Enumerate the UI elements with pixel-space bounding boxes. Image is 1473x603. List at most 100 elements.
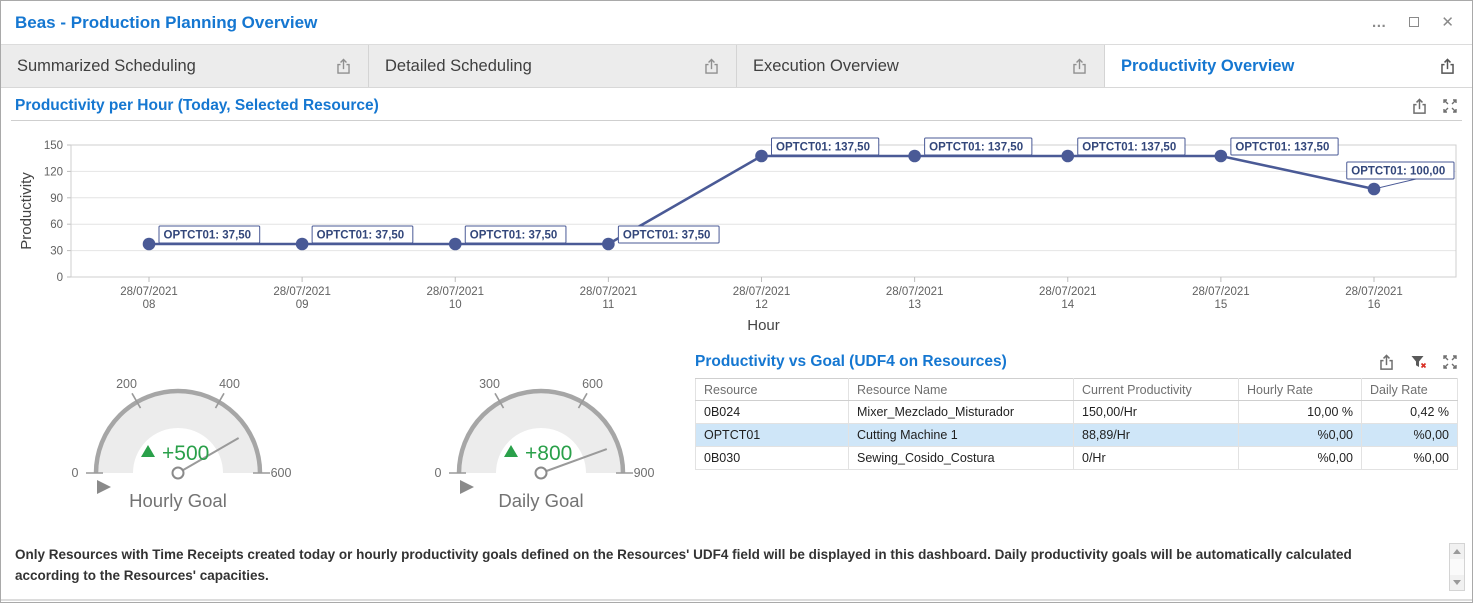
column-header[interactable]: Current Productivity (1073, 378, 1239, 401)
clear-filter-icon[interactable] (1409, 354, 1428, 370)
data-point[interactable] (908, 149, 921, 163)
goal-gauges: 0 200 400 600 +500 Hourly Goal 0 300 600 900 +800 D… (72, 377, 655, 511)
table-cell: Cutting Machine 1 (848, 423, 1074, 447)
data-point[interactable] (1367, 182, 1381, 196)
column-header[interactable]: Hourly Rate (1238, 378, 1362, 401)
export-icon[interactable] (1411, 97, 1428, 115)
export-icon[interactable] (1378, 353, 1395, 371)
delta-up-icon (141, 445, 155, 457)
svg-text:0: 0 (57, 272, 63, 284)
tab-productivity-overview[interactable]: Productivity Overview (1105, 45, 1472, 87)
point-label-box (1346, 161, 1455, 180)
table-row[interactable]: 0B024 Mixer_Mezclado_Misturador 150,00/Hr 1… (695, 400, 1458, 424)
note-scrollbar[interactable] (1449, 543, 1465, 591)
svg-text:90: 90 (50, 193, 63, 205)
gauge-arc (456, 388, 626, 474)
point-label: OPTCT01: 37,50 (470, 230, 558, 242)
svg-text:10: 10 (449, 299, 462, 311)
data-point[interactable] (448, 237, 462, 251)
more-icon[interactable]: … (1371, 14, 1388, 31)
point-label: OPTCT01: 100,00 (1351, 166, 1445, 178)
svg-text:15: 15 (1214, 299, 1227, 311)
export-icon[interactable] (1071, 58, 1088, 75)
data-point[interactable] (142, 237, 156, 251)
expand-icon[interactable] (1442, 98, 1458, 114)
svg-text:11: 11 (602, 299, 614, 311)
chart-title: Productivity per Hour (Today, Selected R… (15, 97, 379, 114)
table-cell: 0B024 (695, 400, 849, 424)
tab-label: Summarized Scheduling (17, 56, 196, 75)
column-header[interactable]: Daily Rate (1361, 378, 1458, 401)
note-text: Only Resources with Time Receipts create… (15, 547, 1352, 583)
gauge-title: Daily Goal (498, 490, 583, 511)
table-row[interactable]: 0B030 Sewing_Cosido_Costura 0/Hr %0,00 %0,00 (695, 446, 1458, 470)
data-point[interactable] (602, 237, 615, 251)
data-point[interactable] (295, 237, 309, 251)
gauge-tick-label: 300 (479, 377, 500, 391)
export-icon[interactable] (703, 58, 720, 75)
table-cell: %0,00 (1361, 423, 1458, 447)
table-cell: 0B030 (695, 446, 849, 470)
data-point[interactable] (755, 149, 768, 163)
scroll-up-icon[interactable] (1450, 544, 1464, 559)
table-cell: Sewing_Cosido_Costura (848, 446, 1074, 470)
table-cell: 0/Hr (1073, 446, 1239, 470)
point-label-box (617, 225, 720, 244)
table-cell: Mixer_Mezclado_Misturador (848, 400, 1074, 424)
table-cell: 150,00/Hr (1073, 400, 1239, 424)
window-title: Beas - Production Planning Overview (15, 12, 318, 32)
svg-text:16: 16 (1368, 299, 1381, 311)
point-label-box (311, 225, 414, 244)
titlebar: Beas - Production Planning Overview … ✕ (1, 1, 1472, 45)
delta-up-icon (504, 445, 518, 457)
point-label: OPTCT01: 137,50 (776, 142, 870, 154)
maximize-icon[interactable] (1409, 15, 1420, 30)
gauge-start-marker (460, 480, 474, 494)
close-icon[interactable]: ✕ (1441, 14, 1454, 31)
point-label: OPTCT01: 137,50 (1235, 142, 1329, 154)
expand-icon[interactable] (1442, 354, 1458, 370)
gauge-title: Hourly Goal (129, 490, 227, 511)
gauge-tick-label: 0 (72, 466, 79, 480)
tab-detailed-scheduling[interactable]: Detailed Scheduling (369, 45, 737, 87)
export-icon[interactable] (1439, 57, 1456, 75)
separator (11, 120, 1462, 121)
tab-summarized-scheduling[interactable]: Summarized Scheduling (1, 45, 369, 87)
table-cell: %0,00 (1238, 423, 1362, 447)
tab-execution-overview[interactable]: Execution Overview (737, 45, 1105, 87)
point-label-box (1077, 137, 1186, 156)
svg-text:28/07/2021: 28/07/2021 (733, 286, 791, 298)
gauge-hub (534, 466, 548, 480)
productivity-line-chart: 030609012015028/07/20210828/07/20210928/… (18, 137, 1457, 334)
point-label: OPTCT01: 137,50 (1082, 142, 1176, 154)
point-label: OPTCT01: 37,50 (317, 230, 405, 242)
data-point[interactable] (1214, 149, 1228, 163)
svg-text:09: 09 (296, 299, 309, 311)
column-header[interactable]: Resource (695, 378, 849, 401)
table-cell: 88,89/Hr (1073, 423, 1239, 447)
export-icon[interactable] (335, 58, 352, 75)
gauge-start-marker (97, 480, 111, 494)
gauge-tick-label: 600 (582, 377, 603, 391)
window-controls: … ✕ (1371, 15, 1462, 30)
point-label-box (924, 137, 1033, 156)
svg-text:30: 30 (50, 246, 63, 258)
data-point[interactable] (1061, 149, 1075, 163)
note-area: Only Resources with Time Receipts create… (1, 537, 1472, 601)
gauge-tick-label: 900 (634, 466, 655, 480)
point-label: OPTCT01: 37,50 (623, 230, 711, 242)
svg-text:28/07/2021: 28/07/2021 (120, 286, 178, 298)
gauge-tick-label: 200 (116, 377, 137, 391)
table-panel: Productivity vs Goal (UDF4 on Resources)… (695, 353, 1458, 470)
svg-text:Hour: Hour (747, 317, 780, 334)
bottom-row: 0 200 400 600 +500 Hourly Goal 0 300 600 900 +800 D… (1, 353, 1472, 523)
tab-label: Productivity Overview (1121, 56, 1295, 75)
chart-section-header: Productivity per Hour (Today, Selected R… (1, 88, 1472, 120)
column-header[interactable]: Resource Name (848, 378, 1074, 401)
table-row[interactable]: OPTCT01 Cutting Machine 1 88,89/Hr %0,00 %0,… (695, 423, 1458, 447)
svg-text:12: 12 (755, 299, 768, 311)
gauge-delta-value: +800 (525, 442, 572, 465)
svg-text:13: 13 (908, 299, 921, 311)
scroll-down-icon[interactable] (1450, 575, 1464, 590)
productivity-table: Resource Resource Name Current Productivit… (695, 378, 1458, 470)
